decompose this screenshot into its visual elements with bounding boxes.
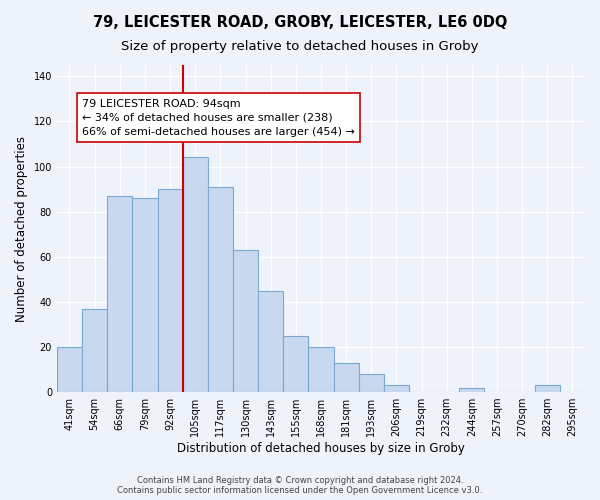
Text: 79, LEICESTER ROAD, GROBY, LEICESTER, LE6 0DQ: 79, LEICESTER ROAD, GROBY, LEICESTER, LE… <box>93 15 507 30</box>
Bar <box>359 374 384 392</box>
Bar <box>158 189 182 392</box>
Y-axis label: Number of detached properties: Number of detached properties <box>15 136 28 322</box>
Bar <box>182 158 208 392</box>
Bar <box>107 196 133 392</box>
Bar <box>459 388 484 392</box>
Bar <box>233 250 258 392</box>
Bar <box>82 308 107 392</box>
Bar <box>283 336 308 392</box>
Bar <box>384 386 409 392</box>
Bar <box>57 347 82 392</box>
X-axis label: Distribution of detached houses by size in Groby: Distribution of detached houses by size … <box>177 442 465 455</box>
Text: 79 LEICESTER ROAD: 94sqm
← 34% of detached houses are smaller (238)
66% of semi-: 79 LEICESTER ROAD: 94sqm ← 34% of detach… <box>82 99 355 137</box>
Bar <box>133 198 158 392</box>
Bar <box>308 347 334 392</box>
Bar <box>208 187 233 392</box>
Text: Size of property relative to detached houses in Groby: Size of property relative to detached ho… <box>121 40 479 53</box>
Bar <box>334 363 359 392</box>
Bar <box>258 290 283 392</box>
Bar <box>535 386 560 392</box>
Text: Contains HM Land Registry data © Crown copyright and database right 2024.
Contai: Contains HM Land Registry data © Crown c… <box>118 476 482 495</box>
